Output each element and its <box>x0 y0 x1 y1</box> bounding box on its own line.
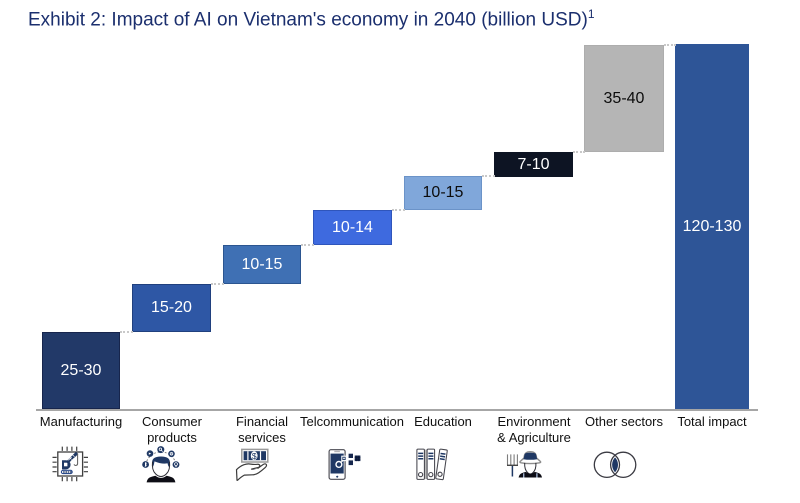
svg-text:$: $ <box>252 451 257 461</box>
